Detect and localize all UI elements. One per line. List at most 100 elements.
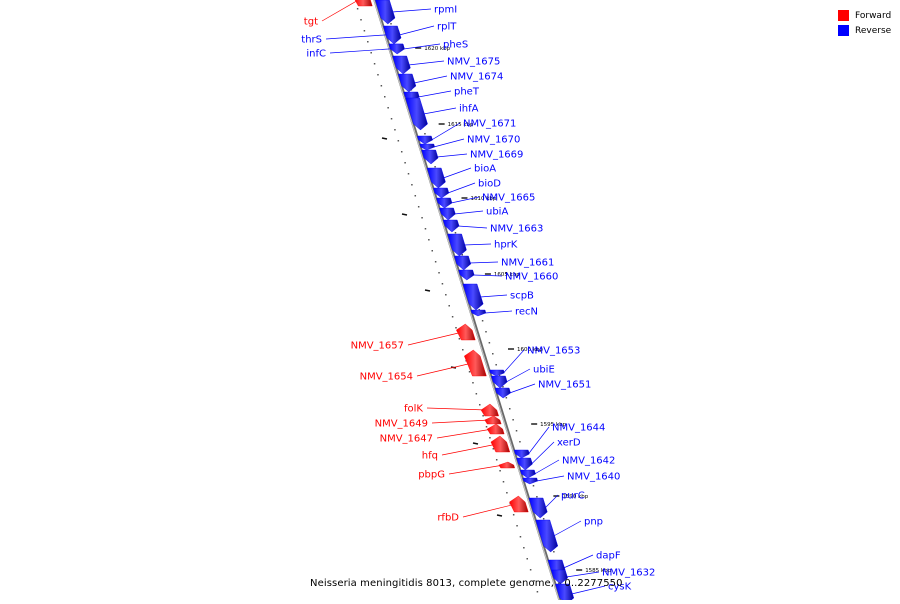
gene-label-nmv_1657[interactable]: NMV_1657 — [351, 341, 404, 352]
gene-label-dapf[interactable]: dapF — [596, 551, 621, 562]
gene-feature-nmv_1647[interactable] — [486, 423, 505, 435]
gene-feature-nmv_1675[interactable] — [392, 55, 411, 75]
gene-label-nmv_1647[interactable]: NMV_1647 — [380, 434, 433, 445]
gene-label-nmv_1670[interactable]: NMV_1670 — [467, 135, 520, 146]
gene-feature-nmv_1653[interactable] — [489, 369, 505, 377]
gene-label-nmv_1640[interactable]: NMV_1640 — [567, 472, 620, 483]
scale-dash — [496, 514, 503, 517]
gene-label-hfq[interactable]: hfq — [422, 451, 438, 462]
leader-rpmi — [392, 8, 432, 13]
gene-label-nmv_1663[interactable]: NMV_1663 — [490, 224, 543, 235]
gene-feature-nmv_1632[interactable] — [550, 569, 568, 585]
gene-feature-rplt[interactable] — [383, 25, 402, 45]
gene-feature-nmv_1665[interactable] — [436, 197, 453, 209]
gene-feature-nmv_1661[interactable] — [454, 255, 472, 271]
gene-label-folk[interactable]: folK — [404, 404, 423, 415]
gene-feature-recn[interactable] — [470, 309, 487, 317]
gene-label-ubie[interactable]: ubiE — [533, 365, 555, 376]
gene-label-pbpg[interactable]: pbpG — [418, 470, 445, 481]
gene-label-xerd[interactable]: xerD — [557, 438, 581, 449]
forward-track-dot — [367, 41, 369, 43]
gene-feature-nmv_1674[interactable] — [397, 73, 417, 93]
leader-pnp — [553, 520, 582, 537]
gene-label-scpb[interactable]: scpB — [510, 291, 534, 302]
gene-label-nmv_1653[interactable]: NMV_1653 — [527, 346, 580, 357]
gene-feature-bioa[interactable] — [426, 167, 446, 189]
gene-feature-rfbd[interactable] — [509, 495, 529, 513]
gene-label-ihfa[interactable]: ihfA — [459, 104, 479, 115]
gene-feature-rpmi[interactable] — [375, 0, 396, 25]
gene-feature-folk[interactable] — [480, 403, 499, 417]
gene-feature-pnp[interactable] — [535, 519, 559, 553]
gene-label-nmv_1665[interactable]: NMV_1665 — [482, 193, 535, 204]
gene-feature-tgt[interactable] — [354, 0, 373, 7]
gene-feature-nmv_1649[interactable] — [484, 415, 502, 425]
gene-label-rfbd[interactable]: rfbD — [437, 513, 459, 524]
gene-label-nmv_1651[interactable]: NMV_1651 — [538, 380, 591, 391]
gene-feature-xerd[interactable] — [516, 457, 533, 471]
reverse-track-dot — [498, 375, 501, 377]
gene-feature-ubie[interactable] — [491, 375, 508, 389]
gene-feature-purc[interactable] — [528, 497, 548, 519]
gene-feature-nmv_1671[interactable] — [417, 135, 433, 145]
gene-label-rplt[interactable]: rplT — [437, 22, 457, 33]
legend-forward: Forward — [838, 8, 891, 23]
gene-feature-nmv_1651[interactable] — [494, 387, 511, 399]
gene-feature-phes[interactable] — [388, 43, 405, 55]
reverse-track-dot — [532, 485, 535, 487]
gene-feature-pbpg[interactable] — [498, 461, 515, 469]
gene-feature-scpb[interactable] — [462, 283, 484, 311]
leader-rplt — [399, 25, 435, 36]
gene-label-nmv_1671[interactable]: NMV_1671 — [463, 119, 516, 130]
gene-label-recn[interactable]: recN — [515, 307, 538, 318]
gene-label-pnp[interactable]: pnp — [584, 517, 603, 528]
gene-feature-nmv_1654[interactable] — [464, 349, 487, 377]
gene-feature-biod[interactable] — [433, 187, 450, 199]
gene-label-biod[interactable]: bioD — [478, 179, 501, 190]
gene-feature-hfq[interactable] — [490, 435, 511, 453]
gene-labels[interactable]: tgt rpmI thrS rplT infC pheS NMV_1675 NMV_1674p… — [301, 5, 655, 593]
reverse-track-dot — [495, 364, 497, 366]
gene-feature-nmv_1642[interactable] — [520, 469, 536, 479]
gene-feature-nmv_1663[interactable] — [442, 219, 460, 233]
gene-features[interactable] — [354, 0, 575, 604]
leader-nmv_1663 — [458, 225, 488, 229]
gene-label-hprk[interactable]: hprK — [494, 240, 518, 251]
gene-label-nmv_1660[interactable]: NMV_1660 — [505, 272, 558, 283]
gene-label-nmv_1654[interactable]: NMV_1654 — [360, 372, 413, 383]
gene-feature-nmv_1669[interactable] — [421, 149, 439, 165]
gene-label-nmv_1644[interactable]: NMV_1644 — [552, 423, 605, 434]
gene-feature-hprk[interactable] — [447, 233, 467, 257]
gene-feature-nmv_1657[interactable] — [456, 323, 476, 341]
gene-feature-nmv_1670[interactable] — [419, 143, 435, 151]
gene-label-phes[interactable]: pheS — [443, 40, 468, 51]
gene-label-nmv_1649[interactable]: NMV_1649 — [375, 419, 428, 430]
gene-label-purc[interactable]: purC — [561, 491, 585, 502]
gene-label-infc[interactable]: infC — [306, 49, 326, 60]
leader-bioa — [443, 167, 472, 179]
forward-track-dot — [363, 30, 366, 32]
gene-label-nmv_1669[interactable]: NMV_1669 — [470, 150, 523, 161]
gene-label-ubia[interactable]: ubiA — [486, 207, 508, 218]
gene-label-nmv_1661[interactable]: NMV_1661 — [501, 258, 554, 269]
gene-label-thrs[interactable]: thrS — [301, 35, 322, 46]
kbp-tick-label: 1595 kbp — [540, 422, 566, 428]
gene-label-nmv_1632[interactable]: NMV_1632 — [602, 568, 655, 579]
gene-feature-nmv_1640[interactable] — [522, 477, 538, 485]
gene-label-nmv_1642[interactable]: NMV_1642 — [562, 456, 615, 467]
gene-feature-nmv_1660[interactable] — [458, 269, 475, 281]
gene-label-nmv_1674[interactable]: NMV_1674 — [450, 72, 503, 83]
gene-label-rpmi[interactable]: rpmI — [434, 5, 457, 16]
gene-feature-nmv_1644[interactable] — [513, 449, 530, 459]
forward-track-dot — [458, 338, 461, 340]
gene-feature-ubia[interactable] — [439, 207, 456, 221]
gene-label-bioa[interactable]: bioA — [474, 164, 496, 175]
gene-label-phet[interactable]: pheT — [454, 87, 480, 98]
gene-label-tgt[interactable]: tgt — [304, 17, 318, 28]
gene-feature-ihfa[interactable] — [405, 97, 428, 131]
forward-track-dot — [411, 184, 413, 186]
gene-label-nmv_1675[interactable]: NMV_1675 — [447, 57, 500, 68]
gene-label-cysk[interactable]: cysK — [608, 582, 632, 593]
